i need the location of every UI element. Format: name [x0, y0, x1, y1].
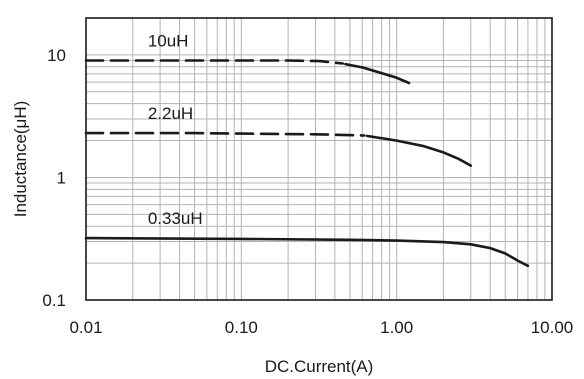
series-line-solid [365, 134, 473, 167]
series-line-solid [344, 62, 411, 85]
series-label: 0.33uH [148, 209, 203, 228]
series-line-solid [84, 236, 530, 268]
series-label: 2.2uH [148, 104, 193, 123]
series-line-dashed [84, 131, 366, 137]
x-tick-label: 1.00 [380, 318, 413, 337]
x-tick-label: 10.00 [531, 318, 574, 337]
tick-labels: 0.01 0.10 1.00 10.00 0.1 1 10 [42, 46, 573, 337]
grid-lines [86, 18, 552, 300]
y-tick-label: 0.1 [42, 291, 66, 310]
series-line-dashed [84, 59, 345, 65]
x-tick-label: 0.01 [69, 318, 102, 337]
x-axis-label: DC.Current(A) [265, 357, 374, 376]
x-tick-label: 0.10 [225, 318, 258, 337]
series-labels: 10uH 2.2uH 0.33uH [148, 32, 203, 229]
series-curves [84, 59, 530, 268]
series-label: 10uH [148, 32, 189, 51]
y-tick-label: 10 [47, 46, 66, 65]
plot-frame [85, 17, 553, 301]
y-tick-label: 1 [57, 168, 66, 187]
y-axis-label: Inductance(μH) [11, 101, 30, 218]
